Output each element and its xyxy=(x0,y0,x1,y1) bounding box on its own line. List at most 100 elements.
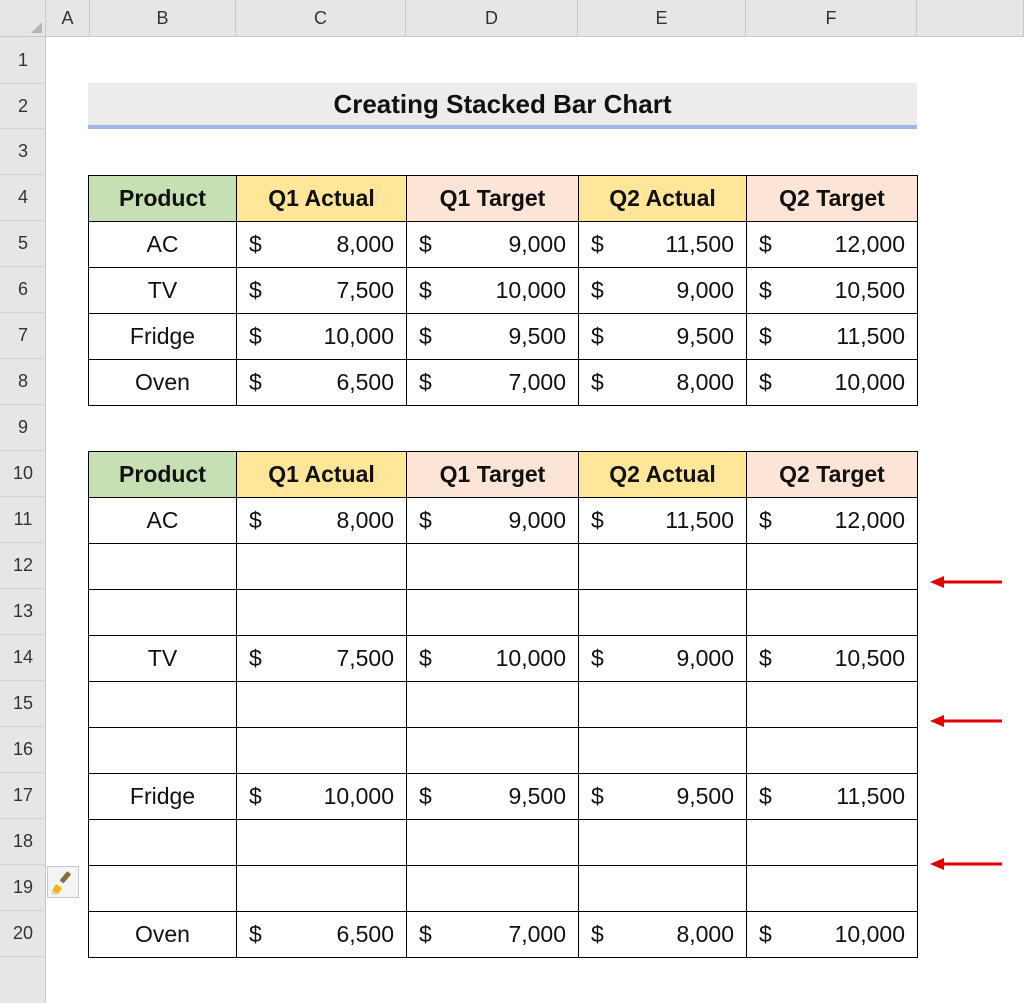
row-header-17[interactable]: 17 xyxy=(0,773,46,819)
product-cell[interactable] xyxy=(88,681,237,728)
column-header-extra[interactable] xyxy=(917,0,1024,37)
row-header-5[interactable]: 5 xyxy=(0,221,46,267)
row-header-8[interactable]: 8 xyxy=(0,359,46,405)
row-header-20[interactable]: 20 xyxy=(0,911,46,957)
value-cell[interactable] xyxy=(236,727,407,774)
value-cell[interactable] xyxy=(236,589,407,636)
header-cell[interactable]: Q2 Target xyxy=(746,451,918,498)
row-header-16[interactable]: 16 xyxy=(0,727,46,773)
row-header-12[interactable]: 12 xyxy=(0,543,46,589)
value-cell[interactable] xyxy=(746,865,918,912)
value-cell[interactable] xyxy=(236,543,407,590)
header-cell[interactable]: Q1 Actual xyxy=(236,175,407,222)
value-cell[interactable]: $9,000 xyxy=(578,267,747,314)
value-cell[interactable]: $9,000 xyxy=(406,497,579,544)
value-cell[interactable] xyxy=(406,543,579,590)
product-cell[interactable] xyxy=(88,589,237,636)
row-header-15[interactable]: 15 xyxy=(0,681,46,727)
column-header-b[interactable]: B xyxy=(90,0,236,37)
select-all-corner[interactable] xyxy=(0,0,46,37)
value-cell[interactable]: $9,500 xyxy=(406,773,579,820)
value-cell[interactable]: $10,000 xyxy=(406,635,579,682)
value-cell[interactable] xyxy=(746,819,918,866)
value-cell[interactable]: $8,000 xyxy=(578,911,747,958)
value-cell[interactable]: $6,500 xyxy=(236,911,407,958)
header-cell[interactable]: Q1 Target xyxy=(406,175,579,222)
value-cell[interactable]: $7,000 xyxy=(406,359,579,406)
value-cell[interactable]: $8,000 xyxy=(578,359,747,406)
value-cell[interactable]: $12,000 xyxy=(746,497,918,544)
value-cell[interactable]: $12,000 xyxy=(746,221,918,268)
row-header-3[interactable]: 3 xyxy=(0,129,46,175)
row-header-18[interactable]: 18 xyxy=(0,819,46,865)
value-cell[interactable]: $9,500 xyxy=(578,313,747,360)
row-header-9[interactable]: 9 xyxy=(0,405,46,451)
value-cell[interactable] xyxy=(578,543,747,590)
value-cell[interactable]: $7,500 xyxy=(236,635,407,682)
value-cell[interactable] xyxy=(578,681,747,728)
header-cell[interactable]: Q1 Target xyxy=(406,451,579,498)
product-cell[interactable] xyxy=(88,543,237,590)
value-cell[interactable] xyxy=(746,727,918,774)
value-cell[interactable]: $10,000 xyxy=(236,313,407,360)
value-cell[interactable]: $10,000 xyxy=(406,267,579,314)
header-cell[interactable]: Product xyxy=(88,451,237,498)
value-cell[interactable]: $10,000 xyxy=(746,911,918,958)
row-header-1[interactable]: 1 xyxy=(0,37,46,84)
row-header-10[interactable]: 10 xyxy=(0,451,46,497)
product-cell[interactable]: AC xyxy=(88,497,237,544)
value-cell[interactable] xyxy=(406,681,579,728)
product-cell[interactable]: TV xyxy=(88,267,237,314)
value-cell[interactable]: $10,000 xyxy=(746,359,918,406)
value-cell[interactable]: $10,500 xyxy=(746,267,918,314)
value-cell[interactable]: $8,000 xyxy=(236,497,407,544)
product-cell[interactable]: Fridge xyxy=(88,313,237,360)
value-cell[interactable]: $10,500 xyxy=(746,635,918,682)
row-header-14[interactable]: 14 xyxy=(0,635,46,681)
header-cell[interactable]: Q2 Target xyxy=(746,175,918,222)
header-cell[interactable]: Product xyxy=(88,175,237,222)
value-cell[interactable]: $6,500 xyxy=(236,359,407,406)
paste-options-button[interactable] xyxy=(47,866,79,898)
value-cell[interactable]: $7,500 xyxy=(236,267,407,314)
value-cell[interactable]: $11,500 xyxy=(578,221,747,268)
row-header-4[interactable]: 4 xyxy=(0,175,46,221)
product-cell[interactable]: Oven xyxy=(88,359,237,406)
value-cell[interactable] xyxy=(406,589,579,636)
header-cell[interactable]: Q1 Actual xyxy=(236,451,407,498)
value-cell[interactable] xyxy=(578,727,747,774)
column-header-e[interactable]: E xyxy=(578,0,746,37)
value-cell[interactable] xyxy=(236,819,407,866)
value-cell[interactable] xyxy=(406,819,579,866)
value-cell[interactable]: $10,000 xyxy=(236,773,407,820)
value-cell[interactable] xyxy=(578,589,747,636)
column-header-a[interactable]: A xyxy=(46,0,90,37)
value-cell[interactable]: $11,500 xyxy=(746,313,918,360)
row-header-2[interactable]: 2 xyxy=(0,84,46,129)
value-cell[interactable] xyxy=(236,681,407,728)
value-cell[interactable] xyxy=(746,681,918,728)
column-header-d[interactable]: D xyxy=(406,0,578,37)
value-cell[interactable] xyxy=(236,865,407,912)
header-cell[interactable]: Q2 Actual xyxy=(578,175,747,222)
product-cell[interactable] xyxy=(88,727,237,774)
value-cell[interactable] xyxy=(746,543,918,590)
sheet-title[interactable]: Creating Stacked Bar Chart xyxy=(88,83,917,129)
product-cell[interactable]: AC xyxy=(88,221,237,268)
product-cell[interactable] xyxy=(88,865,237,912)
value-cell[interactable]: $11,500 xyxy=(746,773,918,820)
column-header-f[interactable]: F xyxy=(746,0,917,37)
row-header-19[interactable]: 19 xyxy=(0,865,46,911)
value-cell[interactable] xyxy=(578,865,747,912)
value-cell[interactable] xyxy=(746,589,918,636)
value-cell[interactable]: $7,000 xyxy=(406,911,579,958)
value-cell[interactable] xyxy=(406,865,579,912)
row-header-13[interactable]: 13 xyxy=(0,589,46,635)
value-cell[interactable]: $9,500 xyxy=(406,313,579,360)
value-cell[interactable]: $9,000 xyxy=(406,221,579,268)
value-cell[interactable]: $9,000 xyxy=(578,635,747,682)
product-cell[interactable]: Oven xyxy=(88,911,237,958)
value-cell[interactable]: $11,500 xyxy=(578,497,747,544)
value-cell[interactable] xyxy=(578,819,747,866)
row-header-7[interactable]: 7 xyxy=(0,313,46,359)
